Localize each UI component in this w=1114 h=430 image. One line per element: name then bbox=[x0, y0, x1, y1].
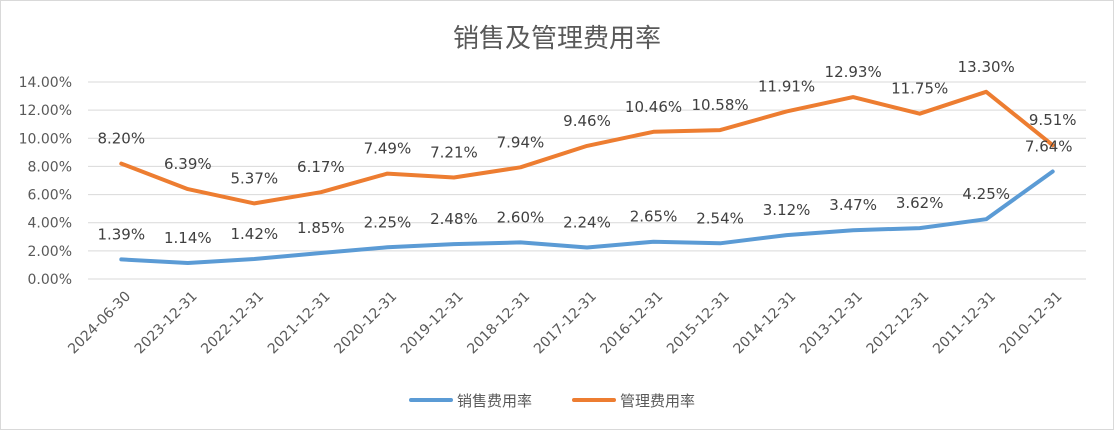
x-tick-label: 2018-12-31 bbox=[464, 289, 533, 358]
x-tick-label: 2017-12-31 bbox=[531, 289, 600, 358]
chart-title: 销售及管理费用率 bbox=[453, 24, 661, 54]
series-line bbox=[119, 169, 1055, 265]
data-label: 2.24% bbox=[563, 213, 611, 231]
y-tick-label: 12.00% bbox=[19, 103, 72, 119]
data-label: 5.37% bbox=[231, 169, 279, 187]
data-label: 6.39% bbox=[164, 155, 212, 173]
x-tick-label: 2021-12-31 bbox=[265, 289, 334, 358]
data-label: 1.14% bbox=[164, 229, 212, 247]
data-label: 1.85% bbox=[297, 219, 345, 237]
data-label: 2.60% bbox=[497, 208, 545, 226]
data-label: 7.21% bbox=[430, 144, 478, 162]
x-tick-label: 2023-12-31 bbox=[132, 289, 201, 358]
data-label: 10.58% bbox=[691, 96, 748, 114]
gridlines bbox=[88, 81, 1086, 280]
x-tick-label: 2015-12-31 bbox=[664, 289, 733, 358]
legend-label: 销售费用率 bbox=[457, 392, 532, 410]
x-tick-label: 2011-12-31 bbox=[930, 289, 999, 358]
data-label: 8.20% bbox=[97, 130, 145, 148]
data-label: 1.42% bbox=[231, 225, 279, 243]
data-label: 3.47% bbox=[829, 196, 877, 214]
series-line bbox=[119, 89, 1055, 206]
data-label: 13.30% bbox=[958, 58, 1015, 76]
data-label: 7.49% bbox=[364, 140, 412, 158]
data-label: 2.65% bbox=[630, 208, 678, 226]
x-tick-label: 2019-12-31 bbox=[398, 289, 467, 358]
data-label: 10.46% bbox=[625, 98, 682, 116]
data-label: 2.48% bbox=[430, 210, 478, 228]
y-tick-label: 0.00% bbox=[28, 272, 72, 288]
data-label: 7.64% bbox=[1025, 137, 1073, 155]
data-label: 2.25% bbox=[364, 213, 412, 231]
data-label: 11.75% bbox=[891, 80, 948, 98]
data-label: 2.54% bbox=[696, 209, 744, 227]
data-label: 7.94% bbox=[497, 133, 545, 151]
legend-label: 管理费用率 bbox=[620, 392, 695, 410]
y-tick-label: 4.00% bbox=[28, 216, 72, 232]
y-tick-label: 2.00% bbox=[28, 244, 72, 260]
data-label: 6.17% bbox=[297, 158, 345, 176]
legend: 销售费用率 管理费用率 bbox=[409, 392, 695, 410]
x-tick-label: 2014-12-31 bbox=[731, 289, 800, 358]
data-labels: 1.39% 1.14% 1.42% 1.85% 2.25% 2.48% 2.60% 2.24%… bbox=[97, 58, 1076, 247]
data-label: 11.91% bbox=[758, 77, 815, 95]
y-axis-ticks: 0.00% 2.00% 4.00% 6.00% 8.00% 10.00% 12.00% 14.… bbox=[19, 75, 72, 288]
x-tick-label: 2020-12-31 bbox=[331, 289, 400, 358]
data-label: 1.39% bbox=[97, 225, 145, 243]
data-label: 3.62% bbox=[896, 194, 944, 212]
data-label: 3.12% bbox=[763, 201, 811, 219]
x-tick-label: 2016-12-31 bbox=[598, 289, 667, 358]
y-tick-label: 14.00% bbox=[19, 75, 72, 91]
x-tick-label: 2022-12-31 bbox=[198, 289, 267, 358]
x-axis-ticks: 2024-06-302023-12-312022-12-312021-12-31… bbox=[65, 289, 1065, 358]
y-tick-label: 6.00% bbox=[28, 188, 72, 204]
series-lines bbox=[119, 89, 1055, 265]
x-tick-label: 2013-12-31 bbox=[797, 289, 866, 358]
data-label: 12.93% bbox=[825, 63, 882, 81]
x-tick-label: 2010-12-31 bbox=[997, 289, 1066, 358]
data-label: 9.51% bbox=[1029, 111, 1077, 129]
x-tick-label: 2012-12-31 bbox=[864, 289, 933, 358]
x-tick-label: 2024-06-30 bbox=[65, 289, 134, 358]
y-tick-label: 10.00% bbox=[19, 131, 72, 147]
data-label: 4.25% bbox=[962, 185, 1010, 203]
data-label: 9.46% bbox=[563, 112, 611, 130]
y-tick-label: 8.00% bbox=[28, 159, 72, 175]
